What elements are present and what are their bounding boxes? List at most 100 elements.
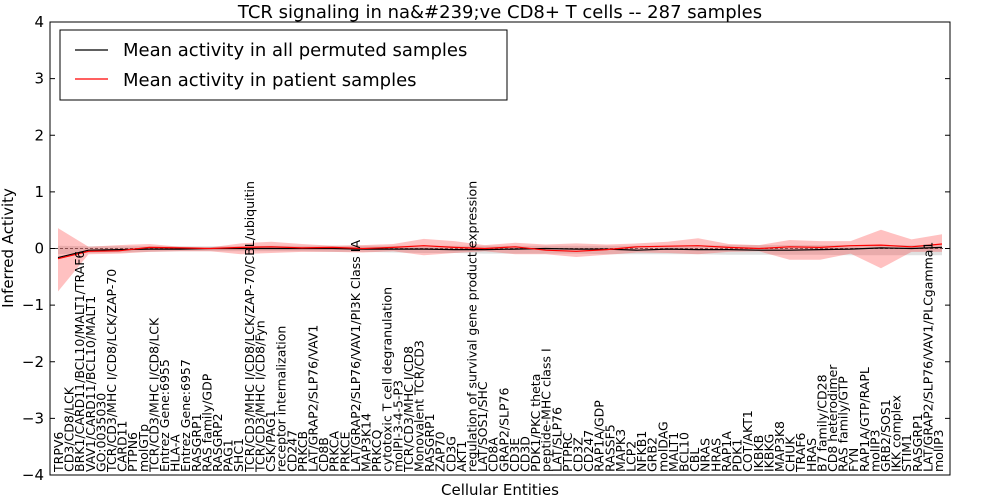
entity-label: CD3/CD8/LCK: [62, 386, 77, 472]
entity-label: CD3D: [518, 436, 533, 472]
entity-label: LAT/GRAP2/SLP76/VAV1/PLCgamma1: [920, 242, 935, 472]
entity-label: VAV1/CARD11/BCL10/MALT1: [83, 296, 98, 472]
entity-label: LCP2: [624, 441, 639, 472]
entity-label: BCL10: [677, 432, 692, 472]
entity-label: BRK1/CARD11/BCL10/MALT1/TRAF6: [72, 251, 87, 472]
entity-label: TCR/CD3/MHC I/CD8/LCK/ZAP-70: [104, 269, 119, 473]
entity-label: MAP3K14: [359, 413, 374, 472]
entity-label: LAT/SOS1/SHC: [475, 381, 490, 472]
entity-label: Entrez Gene:6957: [178, 359, 193, 472]
entity-label: RASGRP2: [210, 413, 225, 472]
entity-label: Entrez Gene:6955: [157, 359, 172, 472]
entity-label: B7 family/CD28: [814, 374, 829, 472]
entity-label: CD247: [581, 430, 596, 472]
y-tick-label: −1: [22, 296, 44, 314]
legend: Mean activity in all permuted samples Me…: [59, 29, 508, 101]
legend-frame: [59, 29, 508, 101]
entity-label: IKK complex: [889, 395, 904, 472]
y-tick-label: 4: [34, 13, 44, 31]
entity-label: PAG1: [221, 439, 236, 472]
entity-label: TCR/CD3/MHC I/CD8: [401, 346, 416, 473]
y-axis: −4 −3 −2 −1 0 1 2 3 4: [22, 13, 950, 484]
band-series-1: [58, 228, 942, 292]
entity-label: MALT1: [666, 432, 681, 472]
entity-label: CSK/PAG1: [263, 410, 278, 472]
entity-label: LAT/SLP76: [549, 407, 564, 472]
entity-label: COT/AKT1: [740, 410, 755, 472]
entity-label: GRAP2/SLP76: [496, 387, 511, 472]
entity-label: RASGRP1: [910, 413, 925, 472]
entity-label: molPI-3-4-5-P3: [390, 380, 405, 472]
entity-label: RAS family/GTP: [836, 376, 851, 472]
entity-label: CD247: [284, 430, 299, 472]
entity-label: CD8B: [316, 437, 331, 472]
entity-label: PRKCQ: [369, 430, 384, 472]
entity-label: CD3Z: [571, 437, 586, 472]
entity-label: CBL: [687, 448, 702, 472]
entity-label: RAP1A/GDP: [592, 400, 607, 472]
entity-label: molIP3: [867, 430, 882, 472]
plot-area: −4 −3 −2 −1 0 1 2 3 4 TRPV6CD3/CD8/LCKBRK1/CARD1…: [22, 13, 951, 484]
entity-label: FYN: [846, 448, 861, 472]
entity-label: cytotoxic T cell degranulation: [380, 287, 395, 472]
entity-label: TCR/CD3/MHC I/CD8/LCK/ZAP-70/CBL/ubiquit…: [242, 181, 257, 473]
entity-label: GO:0035030: [93, 393, 108, 472]
entity-label: CARD11: [115, 421, 130, 473]
entity-label: HLA-A: [168, 434, 183, 472]
entity-label: PDK1/PKC theta: [528, 374, 543, 472]
y-tick-label: 1: [34, 183, 44, 201]
y-axis-label: Inferred Activity: [0, 188, 17, 308]
entity-label: molGTp: [136, 424, 151, 472]
entity-label: TRAF6: [793, 432, 808, 473]
entity-label: RAP1A: [719, 431, 734, 472]
entity-label: SHC1: [231, 438, 246, 472]
entity-label: RASGRP1: [422, 413, 437, 472]
entity-label: RAP1A/GTP/RAPL: [857, 367, 872, 472]
entity-label: IKBKB: [751, 435, 766, 472]
entity-label: PRKCA: [327, 431, 342, 472]
y-tick-label: −4: [22, 466, 44, 484]
entity-label: PTPN6: [125, 432, 140, 472]
entity-label: TCR/CD3/MHC I/CD8/Fyn: [252, 320, 267, 473]
entity-label: TCR/CD3/MHC I/CD8/LCK: [146, 317, 161, 473]
entity-label: CD3G: [443, 436, 458, 472]
entity-label: RAS family/GDP: [199, 373, 214, 472]
entity-label: regulation of survival gene product expr…: [465, 181, 480, 472]
entity-label: GRB2/SOS1: [878, 399, 893, 472]
y-tick-label: 0: [34, 240, 44, 258]
y-tick-label: −3: [22, 409, 44, 427]
entity-label: LAT/GRAP2/SLP76/VAV1: [306, 325, 321, 472]
entity-label: HRAS: [708, 438, 723, 472]
entity-label: Monovalent TCR/CD3: [412, 340, 427, 472]
entity-label: PRKCB: [295, 431, 310, 472]
y-tick-label: 2: [34, 126, 44, 144]
entity-label: NFKB1: [634, 431, 649, 472]
entity-label: peptide-MHC class I: [539, 348, 554, 472]
entity-label: molDAG: [655, 421, 670, 472]
entity-label: GRB2: [645, 437, 660, 472]
entity-label: STIM1: [899, 434, 914, 472]
line-series-1: [57, 243, 943, 260]
entity-label: MAPK3: [613, 429, 628, 472]
entity-label: HRAS: [804, 438, 819, 472]
x-axis-label: Cellular Entities: [441, 481, 559, 499]
entity-label: ZAP70: [433, 431, 448, 472]
entity-label: CD3E: [507, 438, 522, 472]
entity-label: RASSF5: [602, 424, 617, 472]
entity-label: receptor internalization: [274, 326, 289, 472]
entity-label: CHUK: [783, 436, 798, 472]
entity-label: CD8A: [486, 437, 501, 472]
entity-label: NRAS: [698, 438, 713, 472]
entity-label: PDK1: [730, 439, 745, 472]
series-lines: [57, 243, 943, 260]
entity-labels: TRPV6CD3/CD8/LCKBRK1/CARD11/BCL10/MALT1/…: [51, 181, 946, 473]
y-tick-label: 3: [34, 70, 44, 88]
legend-label-permuted: Mean activity in all permuted samples: [123, 40, 467, 61]
chart-title: TCR signaling in na&#239;ve CD8+ T cells…: [237, 2, 762, 23]
entity-label: AKT1: [454, 441, 469, 472]
entity-label: PTPRC: [560, 432, 575, 472]
entity-label: IKBKG: [761, 434, 776, 472]
entity-label: PRKCE: [337, 432, 352, 472]
legend-label-patient: Mean activity in patient samples: [123, 70, 417, 91]
